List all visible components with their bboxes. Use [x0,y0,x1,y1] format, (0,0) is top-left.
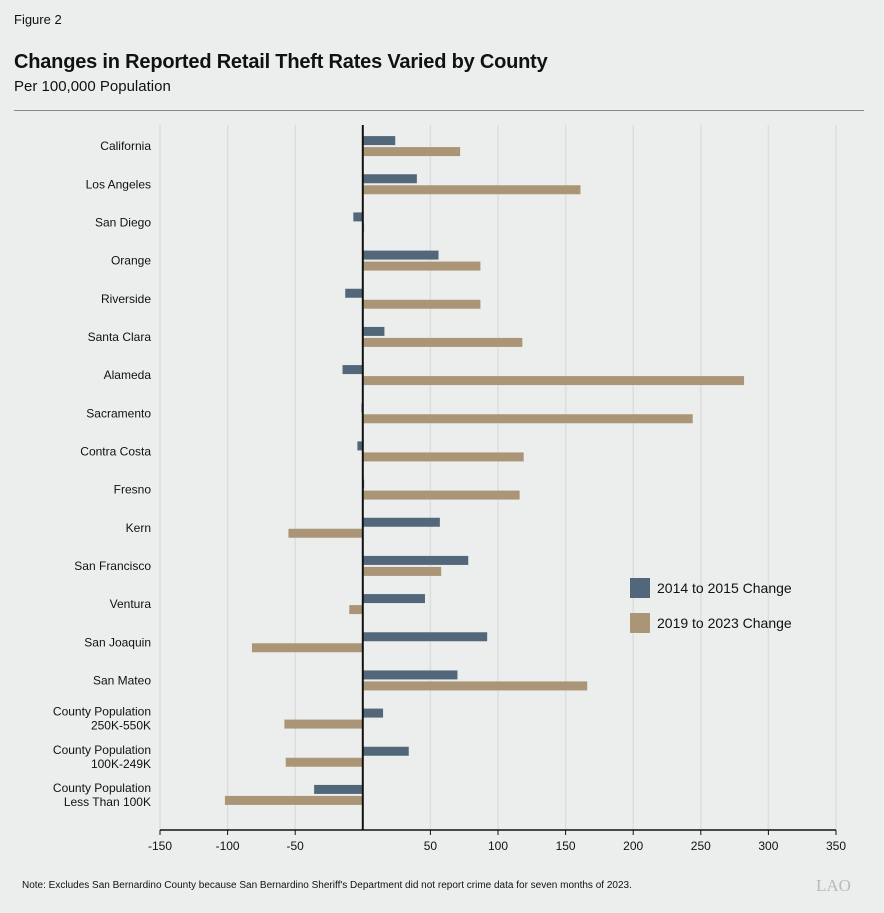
category-label: Contra Costa [80,444,151,458]
chart-subtitle: Per 100,000 Population [14,78,171,95]
bar-2014-2015 [345,288,363,298]
category-label: Fresno [114,483,152,497]
bar-2014-2015 [353,212,363,222]
bar-2019-2023 [362,681,588,691]
bar-2014-2015 [362,136,396,146]
x-tick-label: -100 [216,839,240,853]
category-label: County Population 250K-550K [53,705,151,733]
bar-2019-2023 [362,490,520,500]
chart-title: Changes in Reported Retail Theft Rates V… [14,51,548,73]
bar-2019-2023 [362,147,461,157]
x-tick-label: 350 [826,839,846,853]
category-label: Los Angeles [86,177,151,191]
bar-2014-2015 [362,746,409,756]
bar-2014-2015 [362,250,439,260]
divider [14,110,864,111]
bar-2019-2023 [362,261,481,271]
bar-2019-2023 [362,299,481,309]
bar-2014-2015 [357,441,363,451]
category-label: Sacramento [86,406,151,420]
bar-2014-2015 [362,594,425,604]
chart-note: Note: Excludes San Bernardino County bec… [22,880,632,891]
bar-2014-2015 [362,555,469,565]
bar-2019-2023 [288,528,363,538]
bar-2014-2015 [362,174,417,184]
category-label: San Diego [95,215,151,229]
x-tick-label: 50 [424,839,438,853]
legend-label: 2019 to 2023 Change [657,615,792,631]
x-tick-label: 100 [488,839,508,853]
category-label: County Population 100K-249K [53,743,151,771]
bar-2014-2015 [362,326,385,336]
category-label: San Mateo [93,673,151,687]
bar-2014-2015 [362,632,488,642]
bar-2019-2023 [362,376,745,386]
x-tick-label: -150 [148,839,172,853]
bar-2019-2023 [362,566,442,576]
bar-2019-2023 [251,643,363,653]
lao-logo: LAO [816,876,851,895]
legend-swatch [630,578,650,598]
bar-2014-2015 [362,670,458,680]
legend-swatch [630,613,650,633]
category-label: Kern [126,521,151,535]
legend-label: 2014 to 2015 Change [657,580,792,596]
bar-2019-2023 [349,605,363,615]
category-label: California [100,139,151,153]
x-tick-label: 150 [556,839,576,853]
bar-2019-2023 [362,452,524,462]
bar-2019-2023 [362,185,581,195]
category-label: Riverside [101,292,151,306]
figure-label: Figure 2 [14,12,62,27]
category-label: Alameda [104,368,152,382]
bar-2014-2015 [342,365,363,375]
bar-2019-2023 [285,757,363,767]
category-label: Ventura [110,597,152,611]
category-label: County Population Less Than 100K [53,781,151,809]
category-label: San Joaquin [84,635,151,649]
x-tick-label: 200 [623,839,643,853]
category-label: Orange [111,254,151,268]
bar-2014-2015 [362,517,440,527]
x-tick-label: 300 [758,839,778,853]
x-tick-label: -50 [287,839,305,853]
x-tick-label: 250 [691,839,711,853]
bar-2019-2023 [284,719,363,729]
bar-2014-2015 [314,784,363,794]
bar-2019-2023 [362,337,523,347]
bar-2014-2015 [362,708,384,718]
bar-2019-2023 [362,414,693,424]
category-label: Santa Clara [88,330,152,344]
category-label: San Francisco [74,559,151,573]
bar-2019-2023 [224,795,363,805]
